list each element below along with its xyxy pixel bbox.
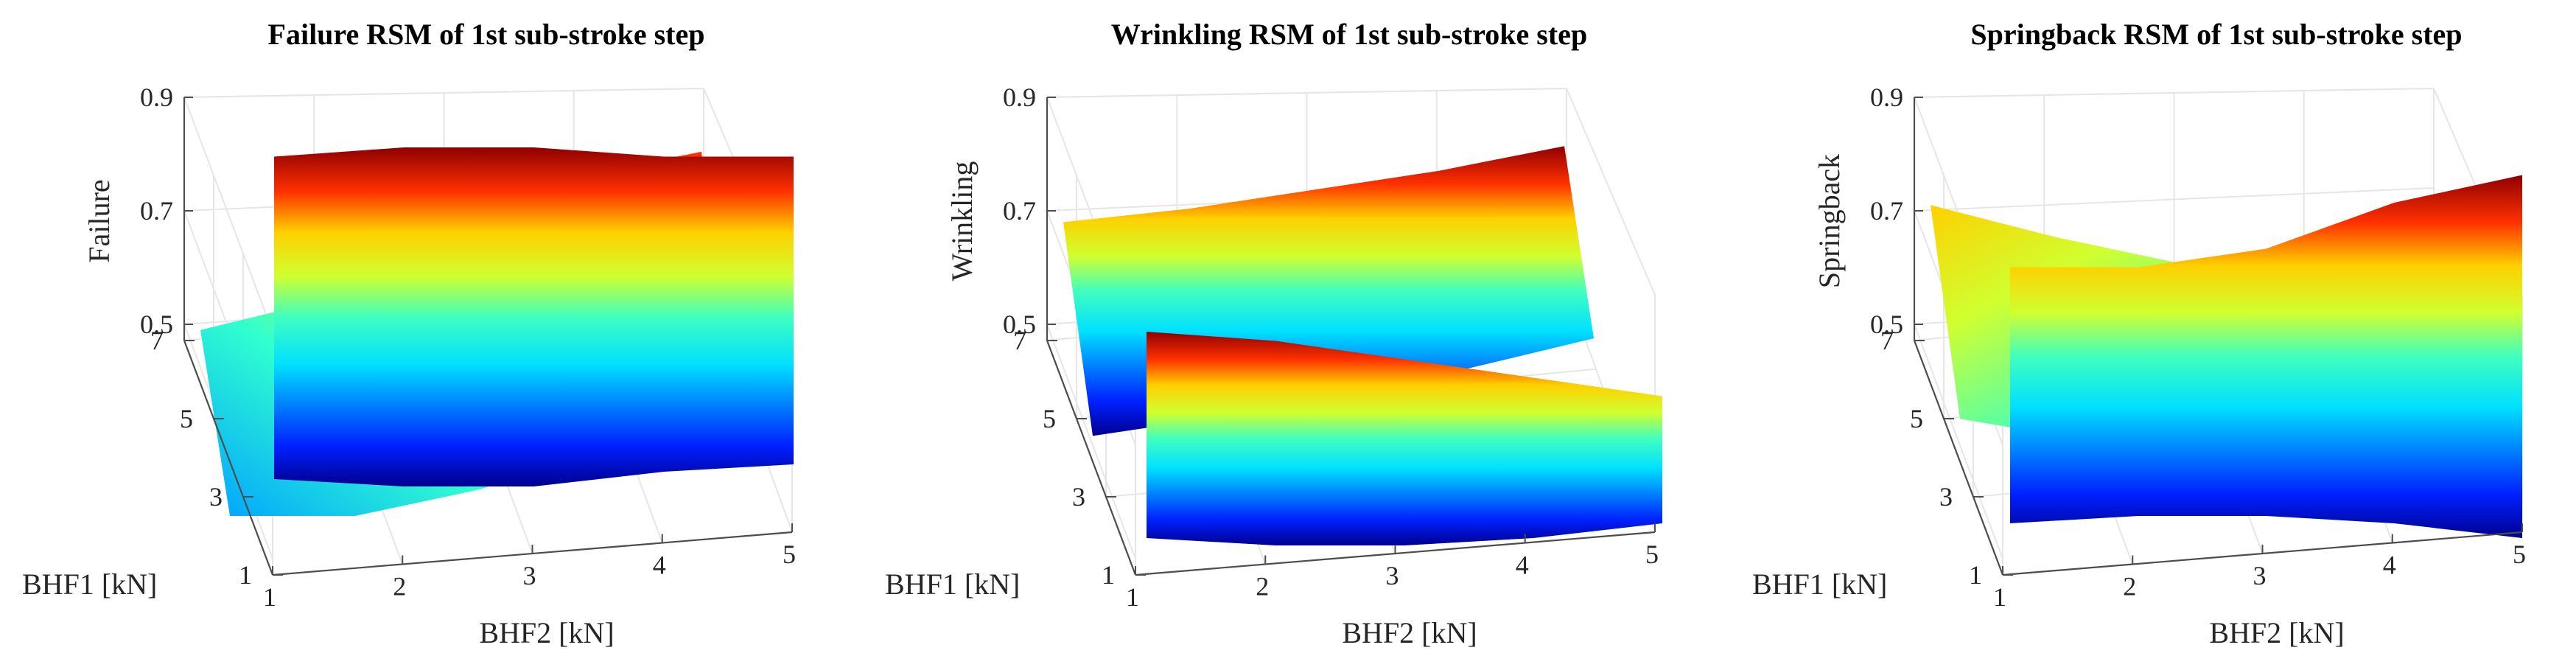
x-tick-label: 4 <box>1516 551 1529 580</box>
y-axis <box>1913 340 2004 576</box>
x-axis-label: BHF2 [kN] <box>1342 616 1477 649</box>
chart-title: Springback RSM of 1st sub-stroke step <box>1970 18 2462 51</box>
y-tick-label: 3 <box>1072 482 1085 512</box>
z-tick-label: 0.5 <box>1003 310 1036 339</box>
z-tick-label: 0.5 <box>1870 310 1903 339</box>
y-axis-label: BHF1 [kN] <box>1752 568 1887 601</box>
x-axis-label: BHF2 [kN] <box>479 616 614 649</box>
y-axis <box>183 340 274 576</box>
y-axis-label: BHF1 [kN] <box>22 568 157 601</box>
z-tick-label: 0.9 <box>1003 83 1036 112</box>
y-tick-label: 7 <box>150 326 164 355</box>
x-tick-label: 5 <box>2513 540 2526 569</box>
x-tick-label: 3 <box>523 561 536 590</box>
z-gridline-side <box>1046 324 1136 559</box>
x-tick-label: 2 <box>393 572 406 601</box>
x-tick-label: 1 <box>1993 582 2006 612</box>
failure-chart-panel: Failure RSM of 1st sub-stroke step 0.5 0.7… <box>22 18 796 649</box>
x-tick-label: 4 <box>2383 551 2396 580</box>
front-surface <box>1147 332 1662 545</box>
z-gridline-side <box>1914 324 2003 559</box>
z-gridline-side <box>183 97 273 332</box>
x-tick-label: 3 <box>1386 561 1399 590</box>
x-tick-label: 3 <box>2253 561 2267 590</box>
z-axis-label: Failure <box>83 179 116 262</box>
x-axis-label: BHF2 [kN] <box>2209 616 2344 649</box>
y-tick-label: 3 <box>1939 482 1953 512</box>
box-top-edge <box>1046 88 1567 98</box>
front-surface <box>2010 175 2522 538</box>
y-tick-label: 7 <box>1880 326 1894 355</box>
y-tick-label: 5 <box>1910 404 1923 433</box>
y-axis-label: BHF1 [kN] <box>885 568 1020 601</box>
z-axis-label: Wrinkling <box>945 161 979 282</box>
x-tick-label: 5 <box>783 540 796 569</box>
x-tick-label: 2 <box>2123 572 2136 601</box>
z-tick-label: 0.7 <box>1870 196 1903 226</box>
chart-title: Wrinkling RSM of 1st sub-stroke step <box>1111 18 1587 51</box>
y-tick-label: 7 <box>1013 326 1026 355</box>
y-tick-label: 3 <box>209 482 223 512</box>
x-tick-label: 1 <box>1126 582 1139 612</box>
front-surface <box>274 147 794 486</box>
z-tick-label: 0.7 <box>140 196 173 226</box>
z-tick-label: 0.9 <box>140 83 173 112</box>
chart-title: Failure RSM of 1st sub-stroke step <box>268 18 705 51</box>
y-tick-label: 5 <box>180 404 193 433</box>
y-axis <box>1046 340 1137 576</box>
springback-chart-panel: Springback RSM of 1st sub-stroke step 0.5… <box>1752 18 2526 649</box>
y-tick-label: 5 <box>1043 404 1056 433</box>
wrinkling-chart-panel: Wrinkling RSM of 1st sub-stroke step 0.5 0… <box>885 18 1662 649</box>
x-tick-label: 2 <box>1256 572 1269 601</box>
box-right-edge <box>1566 88 1656 296</box>
z-tick-label: 0.7 <box>1003 196 1036 226</box>
box-top-edge <box>183 88 704 98</box>
y-tick-label: 1 <box>239 560 252 590</box>
x-tick-label: 1 <box>263 582 276 612</box>
box-top-edge <box>1914 88 2435 98</box>
x-tick-label: 4 <box>653 551 666 580</box>
z-tick-label: 0.9 <box>1870 83 1903 112</box>
z-axis-label: Springback <box>1813 154 1846 288</box>
y-tick-label: 1 <box>1969 560 1982 590</box>
z-tick-label: 0.5 <box>140 310 173 339</box>
y-tick-label: 1 <box>1102 560 1115 590</box>
x-tick-label: 5 <box>1645 540 1659 569</box>
